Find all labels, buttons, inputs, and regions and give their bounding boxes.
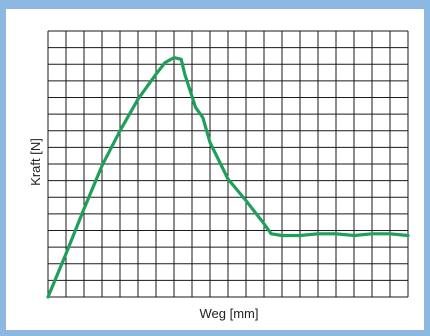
grid — [47, 30, 409, 298]
x-axis-label: Weg [mm] — [200, 306, 259, 321]
series-line — [46, 56, 410, 299]
y-axis-label: Kraft [N] — [28, 138, 43, 186]
